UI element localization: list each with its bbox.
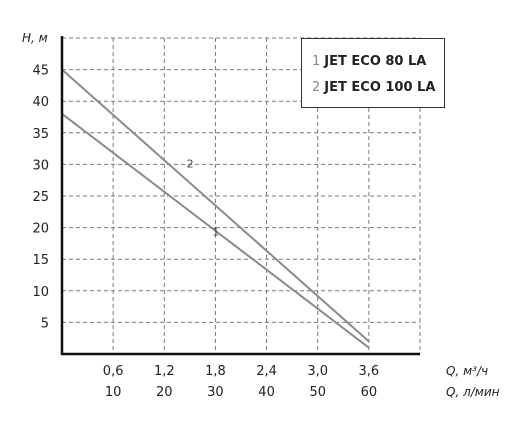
grid <box>62 37 421 354</box>
legend-item-2-number: 2 <box>312 80 321 95</box>
series-label-1: 1 <box>212 226 219 239</box>
legend-item-2-name: JET ECO 100 LA <box>324 80 436 95</box>
series-line-1 <box>61 113 370 349</box>
x-axis-title-secondary: Q, л/мин <box>446 385 500 399</box>
x-tick-label-secondary: 30 <box>207 385 224 400</box>
axes <box>60 36 420 356</box>
series-number-labels: 12 <box>187 158 220 239</box>
legend: 1 JET ECO 80 LA 2 JET ECO 100 LA <box>301 38 445 108</box>
y-tick-label: 30 <box>32 158 49 173</box>
legend-item-1: 1 JET ECO 80 LA <box>312 49 444 75</box>
x-tick-label-primary: 1,2 <box>154 364 175 379</box>
x-tick-labels-secondary: 10 20 30 40 50 60 <box>105 385 377 400</box>
series-line-2 <box>61 68 370 343</box>
y-axis-title: H, м <box>22 31 48 45</box>
legend-item-1-name: JET ECO 80 LA <box>324 54 427 69</box>
series-lines <box>61 68 370 349</box>
x-tick-labels-primary: 0,6 1,2 1,8 2,4 3,0 3,6 <box>103 364 379 379</box>
y-tick-label: 15 <box>32 253 49 268</box>
series-label-2: 2 <box>187 158 194 171</box>
x-tick-label-primary: 3,0 <box>307 364 328 379</box>
y-tick-label: 5 <box>41 316 49 331</box>
x-tick-label-primary: 2,4 <box>256 364 277 379</box>
legend-item-2: 2 JET ECO 100 LA <box>312 75 444 101</box>
x-tick-label-secondary: 10 <box>105 385 122 400</box>
x-tick-label-primary: 1,8 <box>205 364 226 379</box>
y-tick-labels: 5 10 15 20 25 30 35 40 45 <box>32 64 49 332</box>
x-tick-label-secondary: 50 <box>309 385 326 400</box>
x-tick-label-primary: 0,6 <box>103 364 124 379</box>
y-tick-label: 10 <box>32 285 49 300</box>
legend-item-1-number: 1 <box>312 54 321 69</box>
y-tick-label: 45 <box>32 64 49 79</box>
x-tick-label-secondary: 60 <box>361 385 378 400</box>
y-tick-label: 20 <box>32 222 49 237</box>
x-tick-label-primary: 3,6 <box>359 364 380 379</box>
x-tick-label-secondary: 20 <box>156 385 173 400</box>
x-tick-label-secondary: 40 <box>258 385 275 400</box>
x-axis-title-primary: Q, м³/ч <box>446 364 488 378</box>
y-tick-label: 25 <box>32 190 49 205</box>
y-tick-label: 40 <box>32 95 49 110</box>
y-tick-label: 35 <box>32 127 49 142</box>
